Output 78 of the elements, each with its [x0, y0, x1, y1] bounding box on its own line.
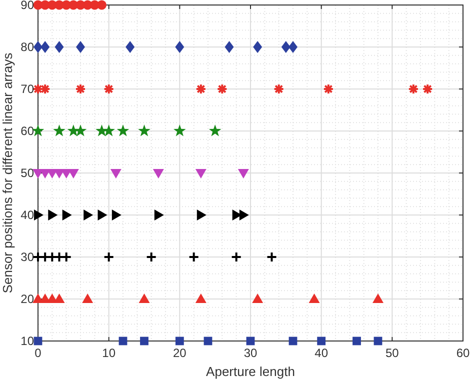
- point: [281, 41, 290, 53]
- point: [138, 124, 150, 136]
- point: [195, 294, 206, 303]
- point: [239, 210, 249, 220]
- point: [317, 336, 326, 346]
- point: [252, 294, 264, 303]
- point: [374, 336, 382, 346]
- point: [208, 124, 222, 136]
- point: [246, 336, 255, 346]
- point: [102, 124, 116, 136]
- point: [110, 169, 122, 178]
- y-axis-title: Sensor positions for different linear arrays: [0, 52, 15, 294]
- point: [188, 252, 200, 262]
- point: [154, 210, 164, 220]
- point: [273, 84, 284, 94]
- point: [322, 84, 334, 94]
- point: [112, 210, 122, 220]
- point: [140, 336, 148, 346]
- x-tick-label: 20: [172, 346, 187, 360]
- x-tick-label: 10: [102, 346, 116, 360]
- point: [204, 336, 212, 346]
- y-tick-label: 80: [20, 40, 34, 54]
- point: [126, 41, 135, 53]
- point: [97, 0, 106, 10]
- point: [48, 210, 58, 220]
- point: [230, 252, 242, 262]
- point: [34, 336, 42, 346]
- point: [146, 252, 157, 262]
- point: [216, 84, 228, 94]
- x-axis-title: Aperture length: [206, 364, 295, 379]
- x-tick-label: 0: [34, 346, 42, 360]
- x-tick-label: 60: [456, 346, 470, 360]
- point: [422, 84, 434, 94]
- point: [288, 336, 298, 346]
- x-tick-label: 50: [385, 346, 400, 360]
- point: [84, 210, 94, 220]
- point: [152, 169, 164, 178]
- point: [103, 84, 114, 94]
- point: [238, 169, 249, 178]
- point: [54, 41, 64, 53]
- point: [138, 294, 150, 303]
- point: [62, 210, 72, 220]
- point: [253, 41, 262, 53]
- point: [372, 294, 384, 303]
- point: [76, 41, 85, 53]
- point: [195, 169, 206, 178]
- point: [352, 336, 361, 346]
- x-tick-label: 30: [244, 346, 258, 360]
- point: [195, 84, 206, 94]
- y-tick-label: 90: [20, 0, 34, 12]
- point: [74, 124, 87, 136]
- point: [266, 252, 278, 262]
- x-tick-label: 40: [314, 346, 328, 360]
- point: [224, 41, 234, 53]
- point: [173, 124, 186, 136]
- point: [40, 41, 50, 53]
- point: [75, 84, 86, 94]
- point: [308, 294, 320, 303]
- y-tick-label: 50: [20, 166, 34, 180]
- point: [175, 41, 184, 53]
- point: [288, 41, 298, 53]
- point: [98, 210, 108, 220]
- y-tick-label: 40: [20, 208, 34, 222]
- point: [118, 336, 128, 346]
- point: [408, 84, 419, 94]
- y-tick-label: 60: [20, 124, 34, 138]
- y-tick-label: 20: [20, 292, 34, 306]
- point: [116, 124, 130, 136]
- point: [103, 252, 114, 262]
- point: [53, 124, 66, 136]
- y-tick-label: 70: [20, 82, 34, 96]
- y-tick-label: 10: [20, 334, 34, 348]
- point: [82, 294, 94, 303]
- point: [34, 41, 42, 53]
- point: [196, 210, 206, 220]
- point: [175, 336, 184, 346]
- point: [34, 210, 44, 220]
- y-tick-label: 30: [20, 250, 34, 264]
